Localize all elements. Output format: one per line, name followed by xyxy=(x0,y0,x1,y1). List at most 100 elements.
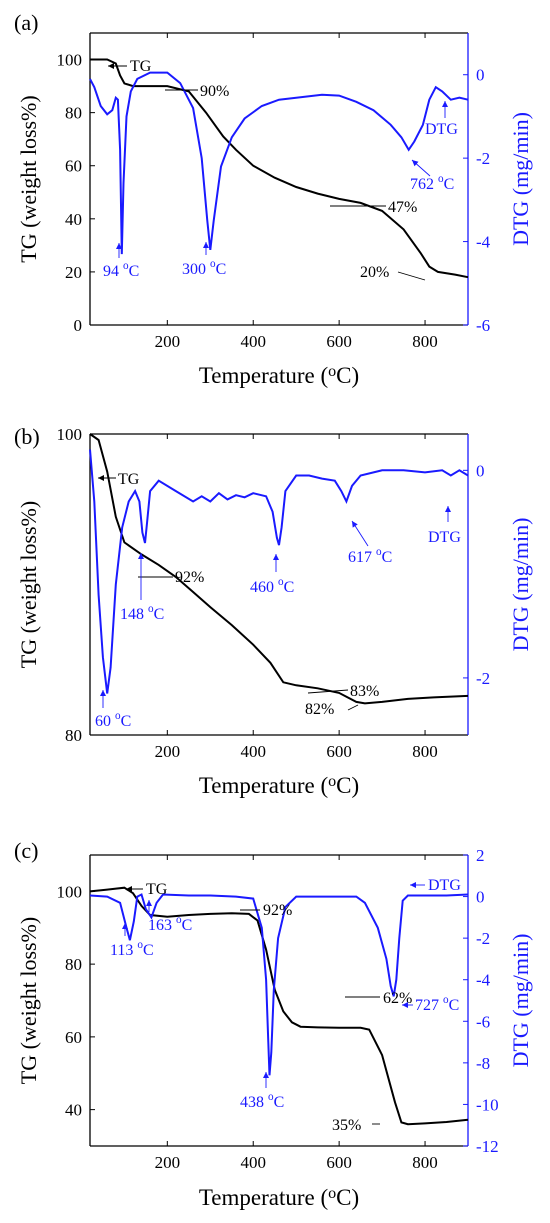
arrow-head xyxy=(203,242,209,248)
arrow-head xyxy=(116,243,122,249)
y-right-tick-label: -10 xyxy=(476,1095,499,1114)
arrow-head xyxy=(98,475,104,481)
arrow-head xyxy=(352,521,358,528)
annotation-label: 438 oC xyxy=(240,1091,284,1111)
y-right-tick-label: -2 xyxy=(476,669,490,688)
arrow-head xyxy=(108,63,114,69)
annotation-label: 82% xyxy=(305,701,334,718)
annotation-label: DTG xyxy=(428,529,461,546)
panel-label: (c) xyxy=(14,838,38,863)
y-right-tick-label: 0 xyxy=(476,66,485,85)
x-axis-label: Temperature (oC) xyxy=(199,1185,359,1210)
arrow-head xyxy=(146,900,152,906)
arrow-head xyxy=(410,882,416,888)
y-right-tick-label: -12 xyxy=(476,1137,499,1156)
annotation-label: 60 oC xyxy=(95,710,131,730)
x-tick-label: 600 xyxy=(326,742,352,761)
x-tick-label: 800 xyxy=(412,332,438,351)
annotation-label: 62% xyxy=(383,990,412,1007)
y-left-tick-label: 80 xyxy=(65,104,82,123)
x-tick-label: 200 xyxy=(155,1153,181,1172)
annotation-leader xyxy=(347,704,359,711)
annotation-label: 727 oC xyxy=(415,994,459,1014)
annotation-label: 113 oC xyxy=(110,939,154,959)
y-left-tick-label: 20 xyxy=(65,263,82,282)
chart-panel-3: (c) 200 400 600 800 40 60 80 100 -12 -10 -8 -6 -4 -2 0 2… xyxy=(14,838,533,1210)
arrow-head xyxy=(273,554,279,560)
annotation-label: 83% xyxy=(350,683,379,700)
annotation-label: 617 oC xyxy=(348,546,392,566)
annotation-label: 92% xyxy=(175,569,204,586)
y-left-tick-label: 100 xyxy=(57,425,83,444)
annotation-label: TG xyxy=(146,881,168,898)
y-right-tick-label: -8 xyxy=(476,1054,490,1073)
annotation-label: DTG xyxy=(425,121,458,138)
chart-panel-2: (b) 200 400 600 800 80 100 -2 0 TG (weight loss%)… xyxy=(14,424,533,798)
arrow-head xyxy=(263,1072,269,1078)
y-right-tick-label: 2 xyxy=(476,846,485,865)
dtg-series-line xyxy=(89,71,469,255)
y-left-tick-label: 80 xyxy=(65,726,82,745)
y-left-axis-label: TG (weight loss%) xyxy=(16,917,41,1084)
y-left-tick-label: 80 xyxy=(65,955,82,974)
annotation-label: 148 oC xyxy=(120,603,164,623)
x-tick-label: 400 xyxy=(240,332,266,351)
annotation-label: 47% xyxy=(388,199,417,216)
arrow-head xyxy=(126,886,132,892)
arrow-head xyxy=(402,1002,408,1008)
chart-panel-1: (a) 200 400 600 800 0 20 40 60 80 100 -6 -4 -2 0 TG (we… xyxy=(14,10,533,388)
y-left-axis-label: TG (weight loss%) xyxy=(16,95,41,262)
y-left-tick-label: 0 xyxy=(74,316,83,335)
panel-label: (b) xyxy=(14,424,40,449)
annotation-label: 762 oC xyxy=(410,173,454,193)
y-right-axis-label: DTG (mg/min) xyxy=(508,934,533,1068)
y-right-axis-label: DTG (mg/min) xyxy=(508,518,533,652)
y-right-tick-label: -4 xyxy=(476,233,491,252)
y-left-tick-label: 40 xyxy=(65,1101,82,1120)
panel-label: (a) xyxy=(14,10,38,35)
x-tick-label: 400 xyxy=(240,742,266,761)
arrow-head xyxy=(138,553,144,559)
arrow-head xyxy=(122,923,128,929)
annotation-label: 163 oC xyxy=(148,914,192,934)
y-right-axis-label: DTG (mg/min) xyxy=(508,112,533,246)
annotation-label: 35% xyxy=(332,1117,361,1134)
arrow-head xyxy=(100,690,106,696)
annotation-label: 460 oC xyxy=(250,576,294,596)
arrow-head xyxy=(412,160,419,167)
y-right-tick-label: 0 xyxy=(476,461,485,480)
annotation-leader xyxy=(397,271,426,281)
y-left-axis-label: TG (weight loss%) xyxy=(16,501,41,668)
annotation-label: 94 oC xyxy=(103,260,139,280)
arrow-head xyxy=(442,101,448,107)
x-tick-label: 800 xyxy=(412,1153,438,1172)
x-tick-label: 600 xyxy=(326,332,352,351)
y-left-tick-label: 60 xyxy=(65,157,82,176)
annotation-label: TG xyxy=(130,58,152,75)
arrow-head xyxy=(445,506,451,512)
x-tick-label: 800 xyxy=(412,742,438,761)
y-right-tick-label: -6 xyxy=(476,1012,490,1031)
y-right-tick-label: 0 xyxy=(476,888,485,907)
tg-series-line xyxy=(89,433,469,705)
y-left-tick-label: 40 xyxy=(65,210,82,229)
annotation-label: 92% xyxy=(263,902,292,919)
x-tick-label: 600 xyxy=(326,1153,352,1172)
tg-series-line xyxy=(90,58,469,279)
y-left-tick-label: 100 xyxy=(57,882,83,901)
y-left-tick-label: 60 xyxy=(65,1028,82,1047)
y-right-tick-label: -4 xyxy=(476,971,491,990)
dtg-series-line xyxy=(89,893,469,1076)
x-tick-label: 200 xyxy=(155,332,181,351)
x-tick-label: 400 xyxy=(240,1153,266,1172)
annotation-label: TG xyxy=(118,471,140,488)
y-right-tick-label: -2 xyxy=(476,929,490,948)
annotation-label: 20% xyxy=(360,264,389,281)
y-left-tick-label: 100 xyxy=(57,51,83,70)
y-right-tick-label: -6 xyxy=(476,316,490,335)
annotation-leader xyxy=(307,689,349,694)
x-axis-label: Temperature (oC) xyxy=(199,773,359,798)
x-tick-label: 200 xyxy=(155,742,181,761)
